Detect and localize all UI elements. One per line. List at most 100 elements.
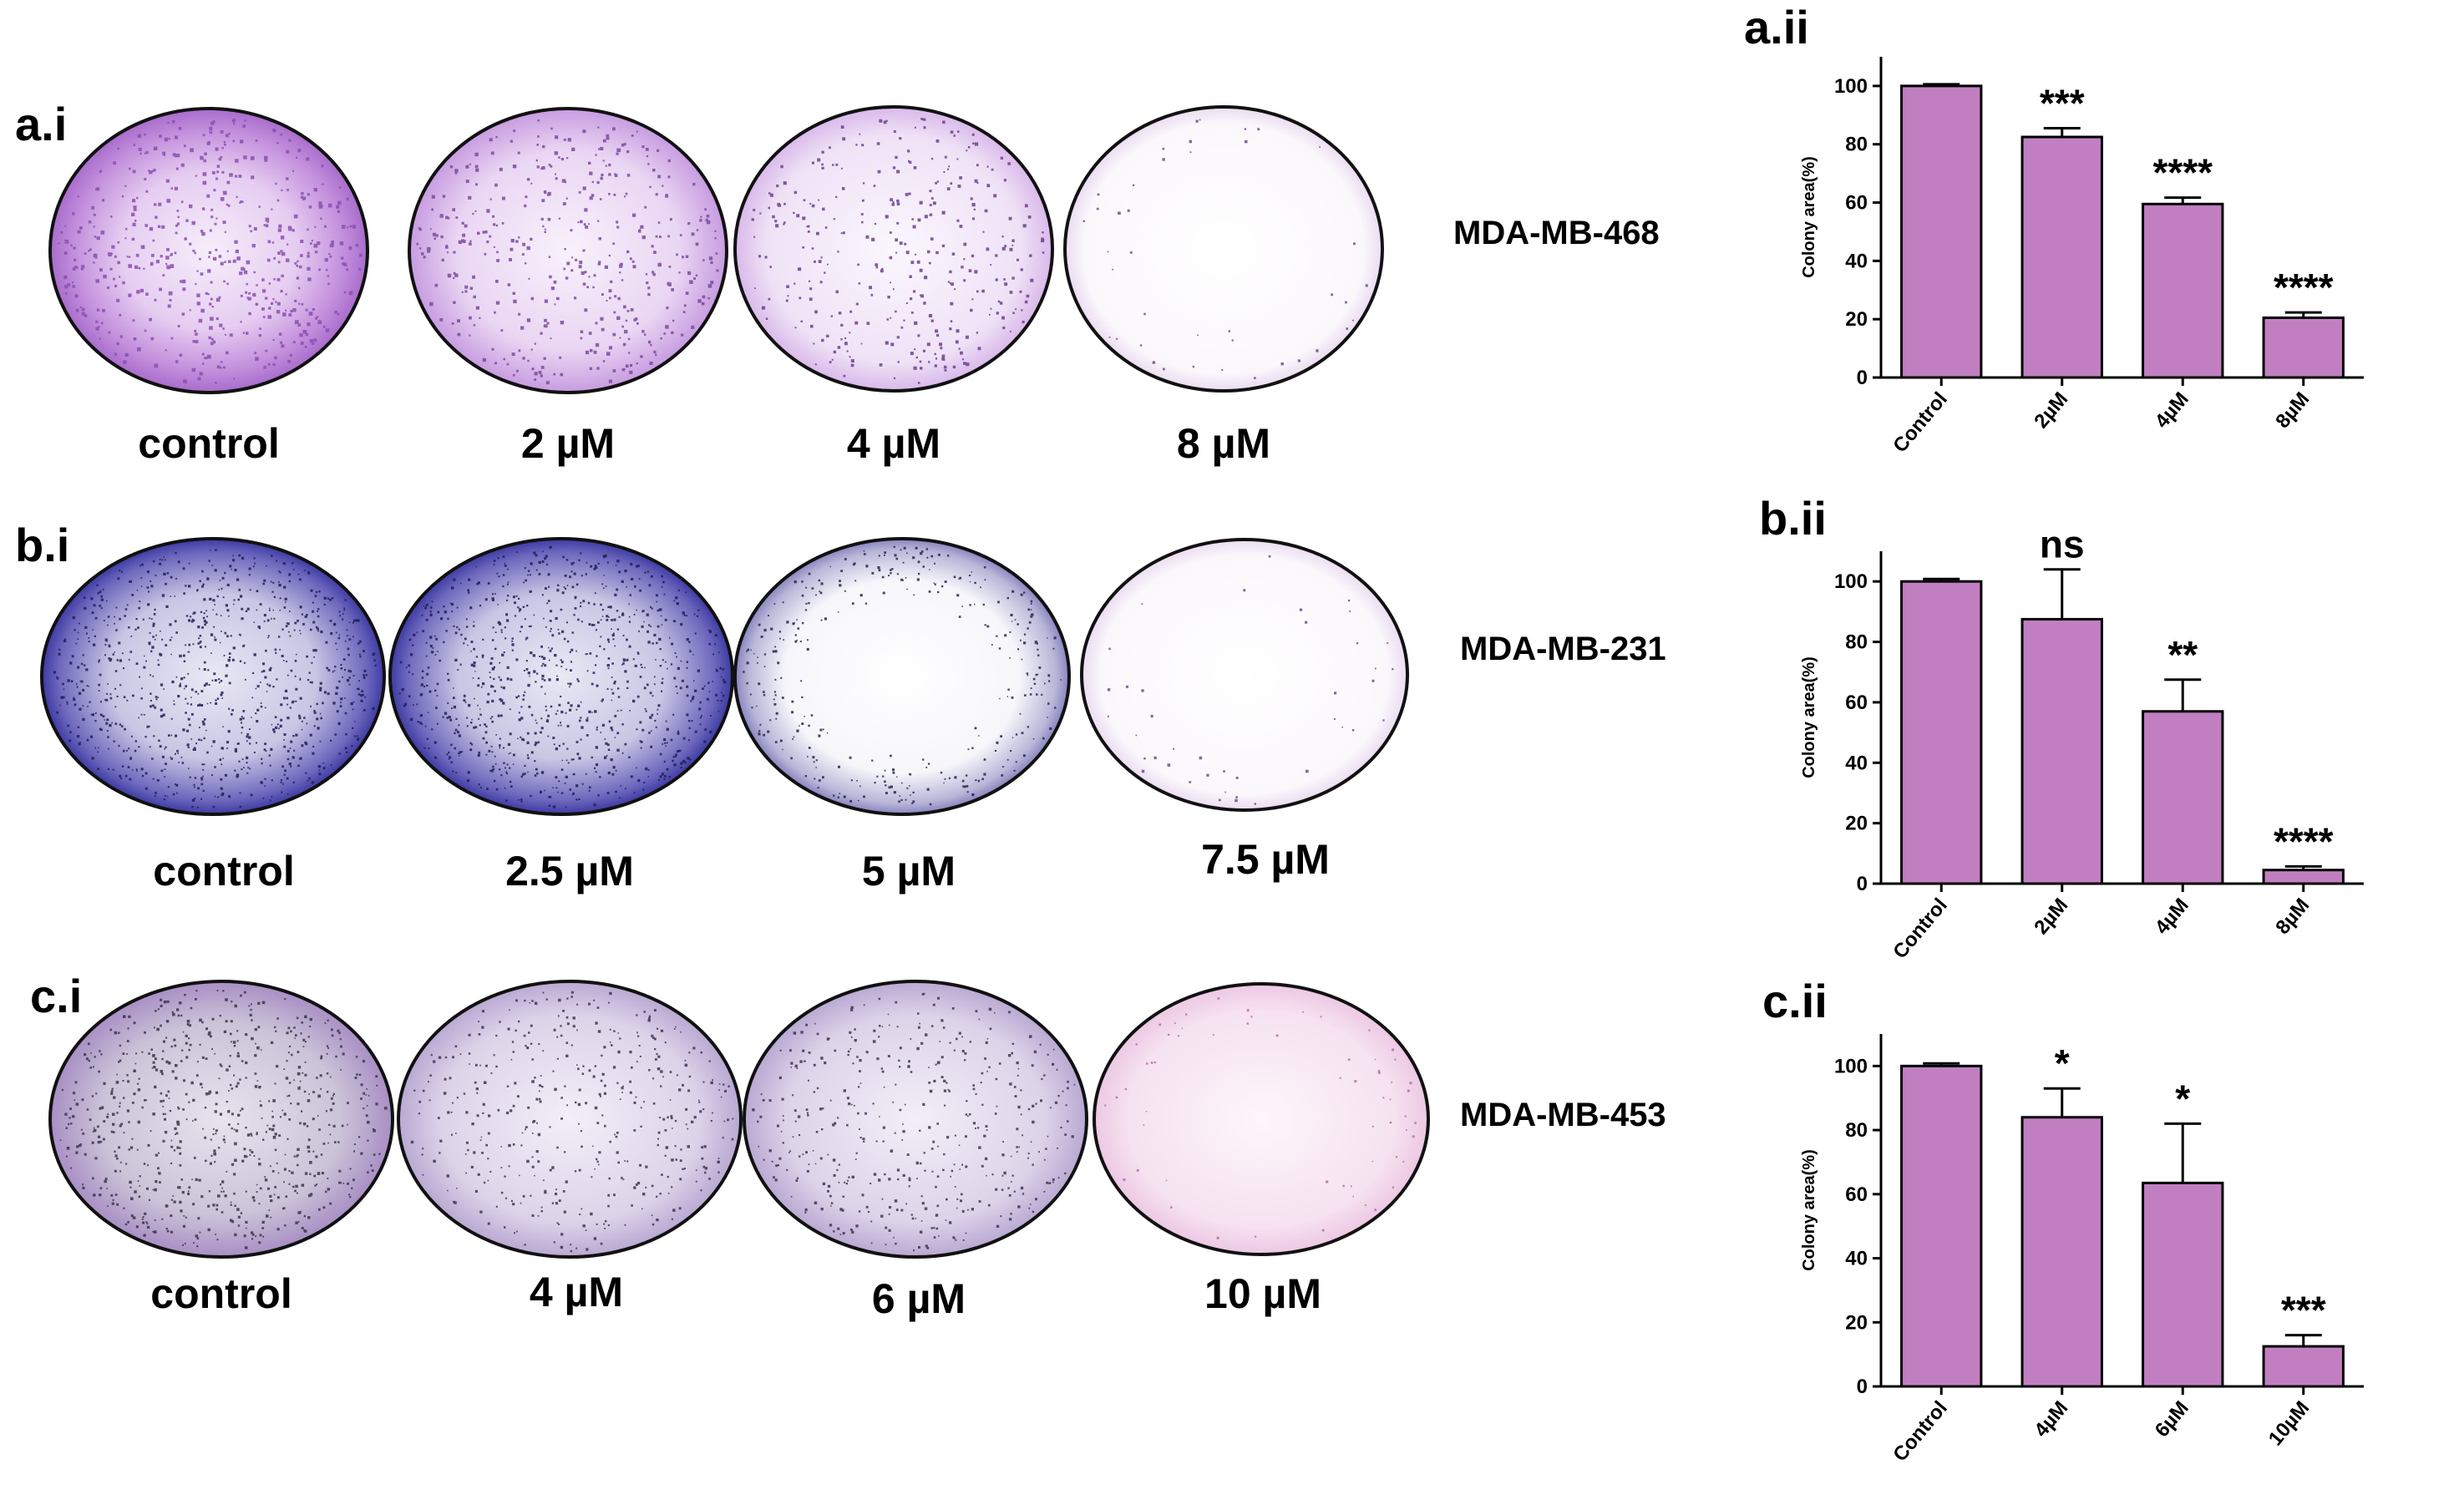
y-tick-label: 20 (1845, 308, 1868, 331)
chart-c.ii: c.ii 0 20 40 60 80 100 Colony area(%) Control 4µM… (1762, 975, 2364, 1466)
cell-line-label-468: MDA-MB-468 (1453, 215, 1660, 251)
plate-2-0 (48, 980, 394, 1259)
dose-label-a-3: 8 µM (1177, 420, 1270, 467)
plate-fill (50, 981, 393, 1257)
y-axis-label: Colony area(%) (1800, 656, 1818, 778)
dose-label-b-2: 5 µM (862, 848, 956, 894)
plate-fill (1082, 540, 1407, 810)
significance-label: ** (2167, 633, 2198, 677)
x-tick-label: 2µM (2030, 894, 2072, 939)
y-tick-label: 100 (1834, 75, 1868, 98)
significance-label: **** (2274, 266, 2334, 309)
x-tick-label: 10µM (2264, 1397, 2314, 1451)
plate-rim (1063, 105, 1384, 393)
dose-label-c-1: 4 µM (530, 1269, 623, 1315)
x-tick-label: Control (1889, 388, 1952, 458)
y-tick-label: 0 (1857, 367, 1868, 389)
panel-label-a-i: a.i (15, 98, 67, 150)
plate-fill (1094, 984, 1428, 1254)
colony-dots (398, 545, 727, 808)
significance-label: *** (2281, 1289, 2326, 1332)
y-tick-label: 80 (1845, 631, 1868, 654)
dose-label-a-2: 4 µM (847, 420, 940, 467)
plate-rim (48, 107, 369, 394)
bar-8µM (2262, 869, 2345, 885)
chart-panel-label: c.ii (1762, 975, 1828, 1027)
plate-fill (409, 109, 727, 393)
plate-rim (408, 107, 728, 394)
x-tick-label: 2µM (2030, 388, 2072, 433)
colony-dots (53, 549, 377, 808)
panel-label-b-i: b.i (15, 519, 69, 571)
y-tick-label: 60 (1845, 192, 1868, 215)
plate-fill (42, 539, 384, 814)
plate-1-3 (1080, 538, 1409, 812)
plate-1-2 (733, 537, 1071, 816)
y-axis-label: Colony area(%) (1800, 1149, 1818, 1271)
plate-0-3 (1063, 105, 1384, 393)
bar-8µM (2262, 316, 2345, 379)
bar-4µM (2142, 710, 2224, 885)
significance-label: **** (2274, 819, 2334, 863)
y-tick-label: 40 (1845, 250, 1868, 272)
x-tick-label: 6µM (2151, 1397, 2193, 1442)
y-tick-label: 40 (1845, 1248, 1868, 1270)
bar-charts: a.ii 0 20 40 60 80 100 Colony area(%) Control 2µM… (1744, 1, 2364, 1466)
plate-fill (398, 981, 741, 1257)
bar-4µM (2142, 202, 2224, 379)
panel-label-c-i: c.i (30, 970, 82, 1022)
y-tick-label: 0 (1857, 873, 1868, 895)
x-tick-label: Control (1889, 1397, 1952, 1467)
x-tick-label: 8µM (2271, 388, 2314, 433)
significance-label: * (2175, 1077, 2190, 1120)
significance-label: ns (2040, 523, 2085, 566)
bar-10µM (2262, 1345, 2345, 1388)
plate-fill (735, 539, 1069, 814)
y-tick-label: 80 (1845, 134, 1868, 156)
plate-1-1 (388, 537, 734, 816)
plate-0-2 (733, 105, 1054, 393)
x-tick-label: 8µM (2271, 894, 2314, 939)
y-tick-label: 60 (1845, 1183, 1868, 1206)
dose-label-b-3: 7.5 µM (1201, 836, 1330, 883)
plate-rim (388, 537, 734, 816)
plate-rim (733, 537, 1071, 816)
y-tick-label: 40 (1845, 752, 1868, 774)
bar-Control (1900, 580, 1983, 885)
chart-b.ii: b.ii 0 20 40 60 80 100 Colony area(%) Control 2µM… (1759, 492, 2364, 963)
significance-label: **** (2152, 151, 2213, 195)
cell-line-label-453: MDA-MB-453 (1460, 1097, 1666, 1133)
plate-0-0 (48, 107, 369, 394)
dose-label-b-0: control (153, 848, 294, 894)
significance-label: * (2055, 1041, 2070, 1085)
significance-label: *** (2040, 82, 2085, 125)
plate-rim (743, 980, 1088, 1259)
x-tick-label: 4µM (2151, 388, 2193, 433)
dose-label-a-0: control (138, 420, 279, 467)
y-tick-label: 60 (1845, 692, 1868, 714)
plate-rim (48, 980, 394, 1259)
dose-label-b-1: 2.5 µM (505, 848, 634, 894)
dose-label-a-1: 2 µM (521, 420, 615, 467)
x-tick-label: 4µM (2151, 894, 2193, 939)
colony-dots (58, 119, 363, 384)
plate-2-1 (397, 980, 743, 1259)
y-tick-label: 20 (1845, 1311, 1868, 1334)
bar-Control (1900, 1064, 1983, 1388)
plate-2-2 (743, 980, 1088, 1259)
plate-2-3 (1093, 982, 1430, 1256)
plate-rim (1080, 538, 1409, 812)
plate-rim (733, 105, 1054, 393)
colony-dots (751, 118, 1045, 384)
plate-fill (1065, 107, 1382, 391)
cell-line-label-231: MDA-MB-231 (1460, 631, 1666, 667)
bar-Control (1900, 84, 1983, 379)
y-tick-label: 100 (1834, 570, 1868, 593)
chart-a.ii: a.ii 0 20 40 60 80 100 Colony area(%) Control 2µM… (1744, 1, 2364, 457)
bar-2µM (2020, 135, 2103, 379)
bar-4µM (2020, 1116, 2103, 1388)
plate-fill (744, 981, 1087, 1257)
y-tick-label: 80 (1845, 1119, 1868, 1142)
plate-0-1 (408, 107, 728, 394)
